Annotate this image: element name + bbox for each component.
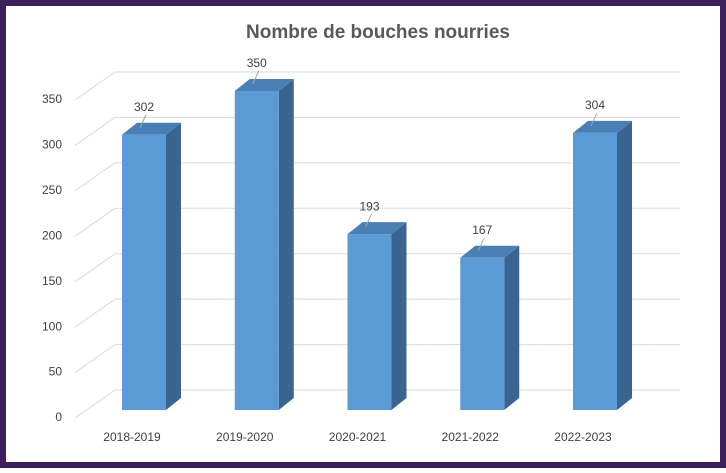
bar: [234, 91, 279, 410]
y-tick-label: 100: [42, 319, 62, 333]
bar: [122, 134, 166, 410]
data-label: 350: [247, 56, 267, 70]
y-tick-label: 200: [42, 228, 62, 242]
leader-line: [139, 114, 147, 128]
bar: [573, 132, 617, 410]
leader-line: [590, 112, 598, 127]
y-tick-label: 150: [42, 274, 62, 288]
data-label: 167: [472, 223, 492, 237]
bar-side: [504, 245, 520, 410]
data-label: 193: [359, 199, 379, 213]
grid-line: [74, 162, 680, 192]
x-tick-label: 2018-2019: [103, 430, 161, 444]
grid-line: [74, 207, 680, 237]
x-tick-label: 2021-2022: [442, 430, 500, 444]
y-tick-label: 350: [42, 92, 62, 106]
bar-side: [166, 122, 181, 411]
bar-side: [391, 222, 407, 410]
y-tick-label: 250: [42, 183, 62, 197]
bar-side: [617, 120, 632, 410]
bar-side: [278, 79, 294, 410]
bar-top: [234, 79, 294, 91]
bar-top: [122, 122, 181, 135]
data-label: 304: [585, 98, 605, 112]
y-tick-label: 0: [55, 410, 62, 424]
data-label: 302: [134, 100, 154, 114]
y-tick-label: 300: [42, 138, 62, 152]
bar-top: [347, 222, 407, 235]
leader-line: [365, 213, 372, 228]
leader-line: [252, 70, 260, 85]
grid-line: [74, 116, 680, 146]
bar: [460, 257, 505, 410]
bar-top: [573, 120, 632, 133]
chart-title: Nombre de bouches nourries: [246, 22, 510, 43]
x-tick-label: 2022-2023: [554, 430, 612, 444]
x-tick-label: 2020-2021: [329, 430, 387, 444]
y-tick-label: 50: [49, 365, 63, 379]
grid-line: [74, 71, 680, 101]
bar: [347, 234, 392, 410]
x-tick-label: 2019-2020: [216, 430, 274, 444]
bar-top: [460, 245, 520, 258]
leader-line: [477, 237, 485, 252]
